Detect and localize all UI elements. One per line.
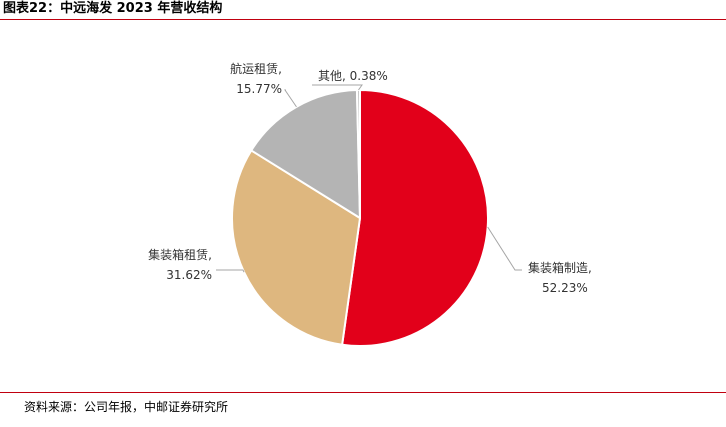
slice-value-label-1: 31.62% bbox=[166, 268, 212, 282]
label-layer: 集装箱制造, 52.23% 集装箱租赁, 31.62% 航运租赁, 15.77% 其他, 0… bbox=[148, 61, 592, 295]
leader-line-3 bbox=[312, 84, 363, 91]
pie-slice-0 bbox=[341, 89, 489, 347]
top-rule bbox=[0, 19, 726, 20]
source-note: 资料来源：公司年报，中邮证券研究所 bbox=[24, 400, 229, 414]
pie-slice-3 bbox=[355, 89, 361, 219]
figure-title: 图表22：中远海发 2023 年营收结构 bbox=[3, 1, 223, 16]
leader-line-1 bbox=[216, 269, 245, 273]
bottom-rule bbox=[0, 392, 726, 393]
slice-value-label-0: 52.23% bbox=[542, 281, 588, 295]
slice-name-label-0: 集装箱制造, bbox=[528, 260, 592, 275]
leader-layer bbox=[216, 84, 522, 273]
leader-line-2 bbox=[284, 89, 297, 108]
slice-value-label-2: 15.77% bbox=[236, 82, 282, 96]
slice-layer bbox=[231, 89, 489, 347]
slice-name-label-1: 集装箱租赁, bbox=[148, 247, 212, 262]
slice-label-3: 其他, 0.38% bbox=[318, 69, 388, 83]
leader-line-0 bbox=[487, 226, 522, 271]
slice-name-label-2: 航运租赁, bbox=[230, 61, 282, 76]
pie-chart: 集装箱制造, 52.23% 集装箱租赁, 31.62% 航运租赁, 15.77% 其他, 0… bbox=[148, 61, 592, 347]
